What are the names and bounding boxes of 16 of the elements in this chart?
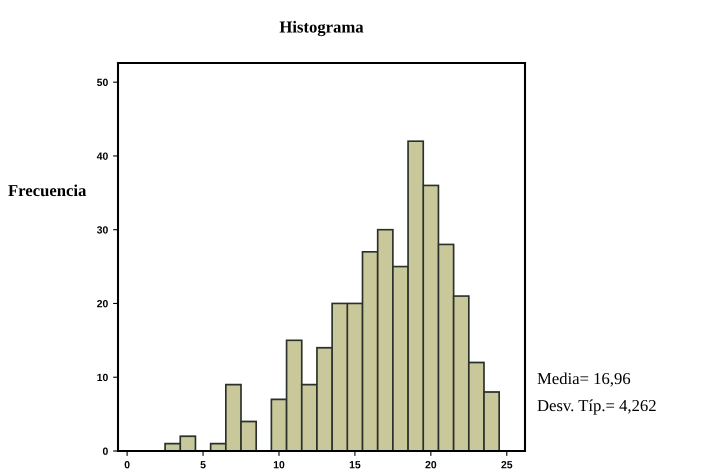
y-tick-label: 50 — [97, 78, 108, 86]
y-axis-title: Frecuencia — [8, 184, 86, 196]
y-tick-label: 0 — [102, 448, 108, 455]
y-tick-label: 20 — [97, 300, 108, 308]
x-tick-label: 15 — [350, 461, 360, 468]
text: Desv. Típ.= 4,262 — [537, 399, 656, 415]
x-tick-label: 20 — [425, 460, 436, 468]
y-tick-label: 30 — [96, 226, 108, 234]
text: Media= 16,96 — [537, 372, 630, 387]
x-tick-label: 25 — [501, 460, 512, 468]
y-tick-label: 10 — [97, 374, 108, 382]
y-tick-label: 40 — [96, 152, 108, 160]
x-tick-label: 0 — [124, 460, 130, 468]
chart-title: Histograma — [280, 20, 364, 36]
x-tick-label: 5 — [200, 461, 206, 468]
x-tick-label: 10 — [274, 460, 284, 468]
